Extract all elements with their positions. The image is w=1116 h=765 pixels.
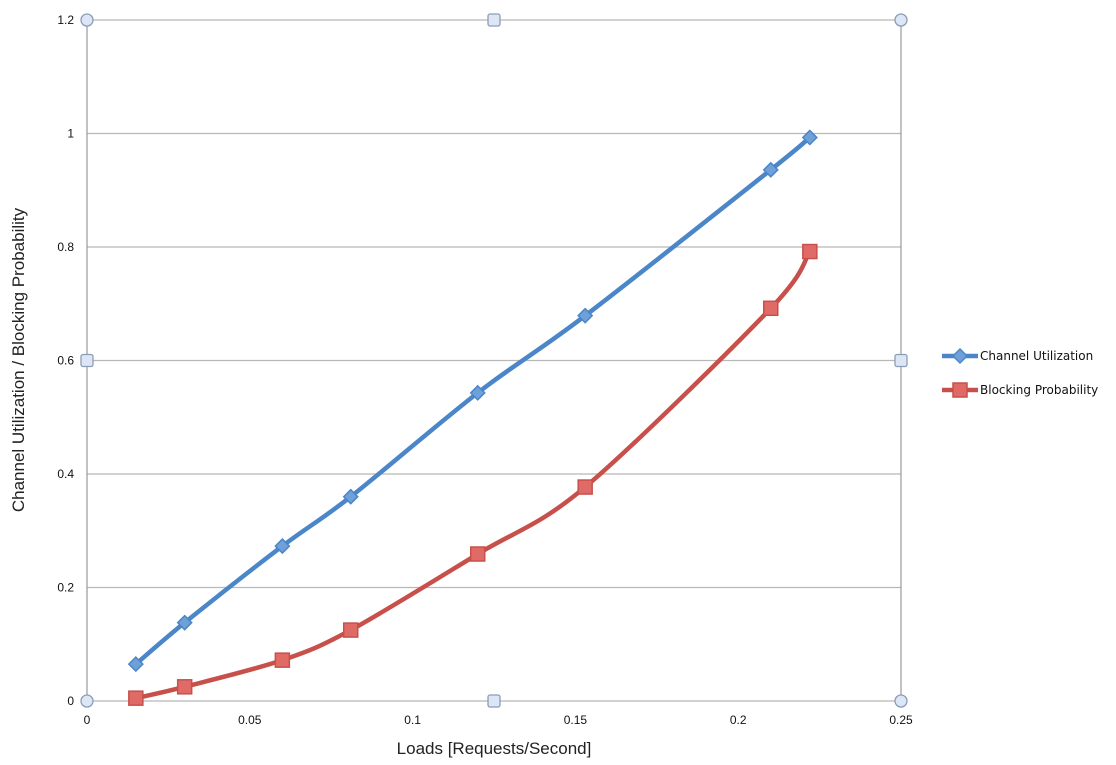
x-tick-label: 0.15	[564, 713, 588, 727]
resize-handle-top[interactable]	[487, 13, 501, 27]
data-point	[801, 129, 818, 146]
data-point	[469, 384, 486, 401]
x-tick-label: 0.05	[238, 713, 262, 727]
data-point	[176, 614, 193, 631]
x-tick-label: 0.1	[404, 713, 421, 727]
y-axis-title: Channel Utilization / Blocking Probabili…	[9, 207, 28, 512]
y-tick-label: 0.2	[57, 581, 74, 595]
data-point	[274, 652, 291, 668]
data-point	[128, 690, 144, 706]
resize-handle-right[interactable]	[894, 353, 908, 368]
resize-handle-bottom[interactable]	[487, 694, 501, 708]
resize-handle-bottom-right[interactable]	[894, 694, 908, 708]
x-tick-label: 0.2	[730, 713, 747, 727]
y-tick-label: 0.6	[57, 354, 74, 368]
legend-label: Blocking Probability	[980, 383, 1098, 397]
data-point	[762, 161, 779, 178]
y-tick-label: 1	[67, 127, 74, 141]
y-tick-label: 0	[67, 694, 74, 708]
data-point	[127, 656, 144, 673]
y-tick-label: 0.4	[57, 467, 74, 481]
resize-handle-bottom-left[interactable]	[80, 694, 94, 708]
data-point	[176, 679, 193, 695]
series-blocking-probability	[128, 243, 818, 706]
series-line	[133, 249, 813, 701]
data-series	[127, 129, 818, 706]
data-point	[802, 243, 818, 260]
data-point	[577, 307, 594, 324]
x-axis-tick-labels: 0 0.05 0.1 0.15 0.2 0.25	[84, 713, 913, 727]
data-point	[469, 546, 486, 562]
grid-lines	[87, 19, 901, 702]
legend: Channel Utilization Blocking Probability	[942, 347, 1098, 398]
data-point	[342, 488, 359, 505]
resize-handle-top-left[interactable]	[80, 13, 94, 27]
y-axis-tick-labels: 0 0.2 0.4 0.6 0.8 1 1.2	[57, 13, 74, 708]
data-point	[274, 538, 291, 555]
y-tick-label: 1.2	[57, 13, 74, 27]
selection-handles[interactable]	[80, 13, 908, 708]
x-tick-label: 0.25	[889, 713, 913, 727]
data-point	[342, 622, 359, 638]
series-channel-utilization	[127, 129, 818, 673]
resize-handle-left[interactable]	[80, 353, 94, 368]
resize-handle-top-right[interactable]	[894, 13, 908, 27]
legend-swatch-marker	[951, 347, 969, 365]
legend-swatch-marker	[952, 382, 968, 398]
data-point	[763, 300, 779, 317]
legend-label: Channel Utilization	[980, 349, 1093, 363]
y-tick-label: 0.8	[57, 240, 74, 254]
x-axis-title: Loads [Requests/Second]	[397, 739, 592, 758]
data-point	[577, 479, 593, 495]
x-tick-label: 0	[84, 713, 91, 727]
series-line	[133, 135, 813, 667]
